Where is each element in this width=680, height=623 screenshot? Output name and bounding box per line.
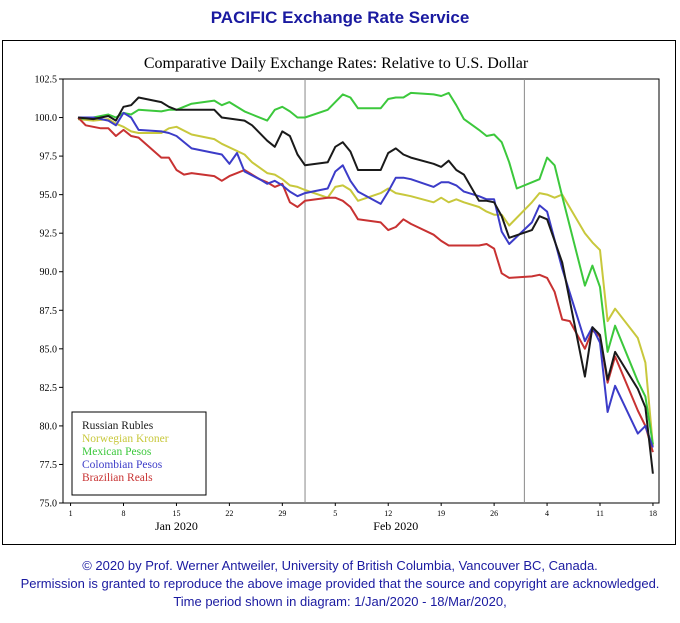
legend-entry: Norwegian Kroner <box>82 433 169 445</box>
series-line-colombian-pesos <box>78 111 654 448</box>
series-line-mexican-pesos <box>77 91 654 445</box>
footer-period: Time period shown in diagram: 1/Jan/2020… <box>173 594 507 609</box>
chart-title: Comparative Daily Exchange Rates: Relati… <box>144 55 529 72</box>
legend-entry: Brazilian Reals <box>82 472 153 484</box>
page-title: PACIFIC Exchange Rate Service <box>210 8 470 27</box>
series-lines <box>77 91 654 474</box>
legend-entry: Mexican Pesos <box>82 446 152 458</box>
series-line-norwegian-kroner <box>78 118 654 447</box>
x-tick-label: 26 <box>490 509 498 518</box>
y-tick-label: 97.5 <box>40 152 58 163</box>
y-tick-label: 82.5 <box>40 383 58 394</box>
month-label: Jan 2020 <box>155 519 198 533</box>
chart-frame: Comparative Daily Exchange Rates: Relati… <box>2 40 676 545</box>
series-line-brazilian-reals <box>77 116 654 453</box>
x-tick-label: 5 <box>333 509 337 518</box>
y-tick-label: 90.0 <box>40 267 58 278</box>
x-tick-label: 4 <box>545 509 549 518</box>
x-tick-label: 19 <box>437 509 445 518</box>
y-axis: 102.5 100.0 97.5 95.0 92.5 90.0 87.5 85.0 82.5 80… <box>35 75 63 510</box>
month-label: Feb 2020 <box>373 519 418 533</box>
x-tick-label: 22 <box>225 509 233 518</box>
legend-entry: Colombian Pesos <box>82 459 163 471</box>
y-tick-label: 95.0 <box>40 190 58 201</box>
series-line-russian-rubles <box>77 96 654 474</box>
x-tick-label: 12 <box>384 509 392 518</box>
x-tick-label: 11 <box>596 509 604 518</box>
y-tick-label: 100.0 <box>35 113 58 124</box>
x-tick-label: 29 <box>278 509 286 518</box>
legend-entry: Russian Rubles <box>82 420 154 432</box>
x-tick-label: 8 <box>122 509 126 518</box>
month-dividers <box>304 79 525 503</box>
y-tick-label: 80.0 <box>40 421 58 432</box>
footer-copyright: © 2020 by Prof. Werner Antweiler, Univer… <box>82 558 598 573</box>
y-tick-label: 75.0 <box>40 499 58 510</box>
y-tick-label: 87.5 <box>40 306 58 317</box>
y-tick-label: 77.5 <box>40 460 58 471</box>
x-tick-label: 15 <box>172 509 180 518</box>
y-tick-label: 85.0 <box>40 344 58 355</box>
x-tick-label: 18 <box>649 509 657 518</box>
legend-box <box>71 411 207 496</box>
y-tick-label: 92.5 <box>40 229 58 240</box>
y-tick-label: 102.5 <box>35 75 58 86</box>
x-tick-label: 1 <box>69 509 73 518</box>
exchange-rate-chart: Comparative Daily Exchange Rates: Relati… <box>35 55 660 533</box>
footer-permission: Permission is granted to reproduce the a… <box>20 576 660 591</box>
